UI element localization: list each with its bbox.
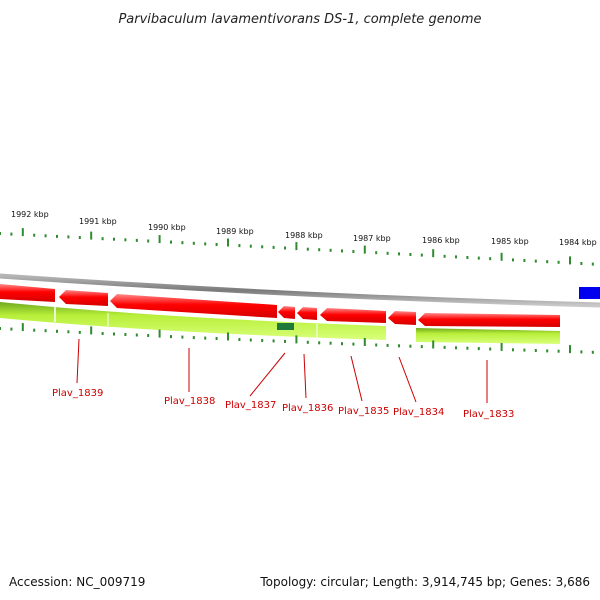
leader-line: [76, 338, 80, 384]
leader-line: [303, 353, 307, 399]
cds-arrow[interactable]: [0, 284, 55, 302]
cds-arrow[interactable]: [320, 308, 386, 323]
leader-line: [398, 356, 417, 403]
cds-arrow[interactable]: [110, 294, 277, 318]
kbp-label: 1987 kbp: [353, 234, 391, 243]
genome-summary: Topology: circular; Length: 3,914,745 bp…: [259, 575, 590, 589]
cds-arrow[interactable]: [297, 307, 317, 320]
kbp-label: 1988 kbp: [285, 231, 323, 240]
gene-label[interactable]: Plav_1836: [282, 403, 333, 414]
leader-line: [249, 352, 286, 397]
kbp-label: 1992 kbp: [11, 210, 49, 219]
scale-labels: 1992 kbp 1991 kbp 1990 kbp 1989 kbp 1988…: [11, 210, 597, 247]
gene-label[interactable]: Plav_1833: [463, 409, 514, 420]
small-feature[interactable]: [277, 323, 294, 330]
genome-backbone: [0, 273, 600, 308]
gene-band-segment[interactable]: [0, 302, 386, 340]
leader-lines: [76, 338, 488, 403]
genome-title: Parvibaculum lavamentivorans DS-1, compl…: [118, 12, 481, 27]
gene-band: [0, 302, 560, 344]
cds-arrow[interactable]: [278, 306, 295, 319]
scale-ticks-top: [0, 228, 594, 266]
kbp-label: 1989 kbp: [216, 227, 254, 236]
kbp-label: 1986 kbp: [422, 236, 460, 245]
gene-label[interactable]: Plav_1837: [225, 400, 276, 411]
gene-label[interactable]: Plav_1839: [52, 388, 103, 399]
kbp-label: 1990 kbp: [148, 223, 186, 232]
gene-label[interactable]: Plav_1834: [393, 407, 444, 418]
gene-labels: Plav_1839 Plav_1838 Plav_1837 Plav_1836 …: [52, 388, 514, 420]
gene-label[interactable]: Plav_1835: [338, 406, 389, 417]
kbp-label: 1991 kbp: [79, 217, 117, 226]
cds-arrow[interactable]: [418, 313, 560, 327]
kbp-label: 1984 kbp: [559, 238, 597, 247]
accession-text: Accession: NC_009719: [9, 575, 145, 589]
leader-line: [350, 355, 363, 402]
gene-band-segment[interactable]: [416, 328, 560, 344]
gene-label[interactable]: Plav_1838: [164, 396, 215, 407]
cds-arrow[interactable]: [388, 311, 416, 325]
scale-ticks-bottom: [0, 323, 594, 354]
cds-track: [0, 284, 560, 327]
cds-arrow[interactable]: [59, 290, 108, 306]
kbp-label: 1985 kbp: [491, 237, 529, 246]
selected-region-marker[interactable]: [579, 287, 600, 299]
